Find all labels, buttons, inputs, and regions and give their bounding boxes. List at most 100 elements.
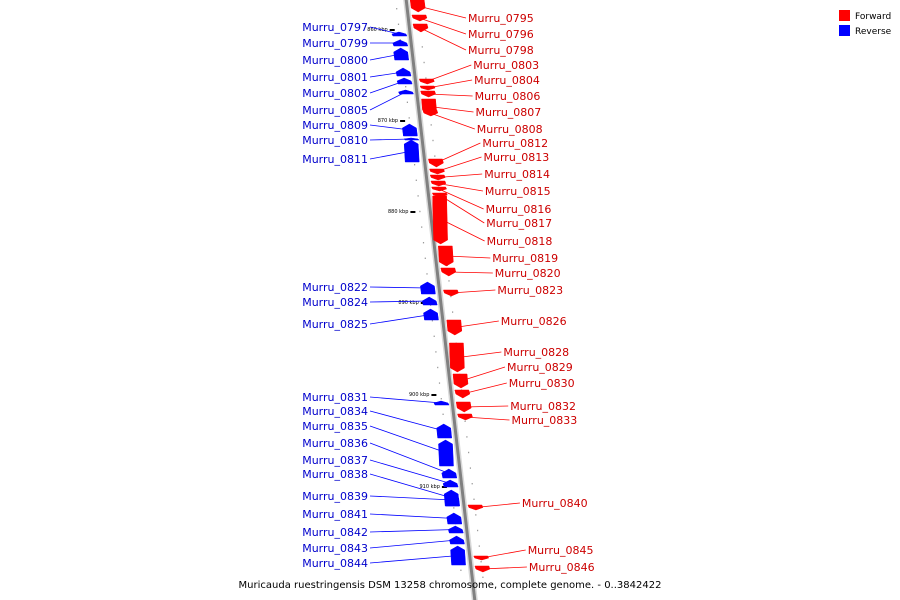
gene-label[interactable]: Murru_0839 xyxy=(302,490,368,503)
gene-label[interactable]: Murru_0818 xyxy=(487,235,553,248)
label-leader xyxy=(438,183,483,192)
label-leader xyxy=(369,314,432,325)
gene-label[interactable]: Murru_0801 xyxy=(302,71,368,84)
gene-label[interactable]: Murru_0831 xyxy=(302,391,368,404)
gene-label[interactable]: Murru_0800 xyxy=(302,54,368,67)
gene-feature[interactable] xyxy=(421,296,438,306)
gene-label[interactable]: Murru_0812 xyxy=(482,137,548,150)
tick-dot xyxy=(440,398,442,400)
gene-label[interactable]: Murru_0806 xyxy=(475,90,541,103)
gene-label[interactable]: Murru_0796 xyxy=(468,28,534,41)
label-leader xyxy=(369,26,400,35)
gene-label[interactable]: Murru_0808 xyxy=(477,123,543,136)
gene-label[interactable]: Murru_0824 xyxy=(302,296,368,309)
gene-label[interactable]: Murru_0844 xyxy=(302,557,368,570)
gene-feature[interactable] xyxy=(446,319,463,336)
tick-dot xyxy=(399,39,401,41)
tick-dot xyxy=(473,498,475,500)
gene-label[interactable]: Murru_0802 xyxy=(302,87,368,100)
gene-label[interactable]: Murru_0809 xyxy=(302,119,368,132)
gene-feature[interactable] xyxy=(448,525,464,534)
tick-dot xyxy=(406,101,408,103)
gene-label[interactable]: Murru_0817 xyxy=(486,217,552,230)
tick-dot xyxy=(433,335,435,337)
gene-label[interactable]: Murru_0840 xyxy=(522,497,588,510)
legend-forward-swatch xyxy=(839,10,850,21)
gene-label[interactable]: Murru_0833 xyxy=(512,414,578,427)
gene-label[interactable]: Murru_0835 xyxy=(302,420,368,433)
gene-feature[interactable] xyxy=(449,535,465,545)
gene-label[interactable]: Murru_0843 xyxy=(302,542,368,555)
gene-feature[interactable] xyxy=(392,39,409,47)
gene-label[interactable]: Murru_0841 xyxy=(302,508,368,521)
tick-dot xyxy=(471,483,473,485)
label-leader xyxy=(369,138,412,141)
gene-label[interactable]: Murru_0804 xyxy=(474,74,540,87)
gene-feature[interactable] xyxy=(442,479,459,488)
label-leader xyxy=(369,91,406,111)
gene-label[interactable]: Murru_0828 xyxy=(503,346,569,359)
gene-label[interactable]: Murru_0836 xyxy=(302,437,368,450)
tick-dot xyxy=(415,179,417,181)
gene-feature[interactable] xyxy=(409,0,426,13)
gene-feature[interactable] xyxy=(449,342,465,373)
gene-label[interactable]: Murru_0845 xyxy=(528,544,594,557)
scale-tick xyxy=(389,29,395,31)
tick-dot xyxy=(438,382,441,384)
gene-label[interactable]: Murru_0816 xyxy=(486,203,552,216)
gene-label[interactable]: Murru_0837 xyxy=(302,454,368,467)
gene-label[interactable]: Murru_0799 xyxy=(302,37,368,50)
label-leader xyxy=(438,188,484,210)
tick-dot xyxy=(405,86,407,88)
tick-dot xyxy=(482,576,484,578)
gene-label[interactable]: Murru_0811 xyxy=(302,153,368,166)
tick-dot xyxy=(419,210,421,213)
gene-feature[interactable] xyxy=(452,373,469,389)
label-leader xyxy=(475,502,520,508)
gene-label[interactable]: Murru_0807 xyxy=(476,106,542,119)
label-leader xyxy=(427,93,473,97)
label-leader xyxy=(369,286,429,289)
gene-feature[interactable] xyxy=(438,245,454,267)
gene-label[interactable]: Murru_0820 xyxy=(495,267,561,280)
gene-label[interactable]: Murru_0825 xyxy=(302,318,368,331)
gene-feature[interactable] xyxy=(432,195,448,245)
gene-feature[interactable] xyxy=(398,89,414,95)
scale-label: 890 kbp xyxy=(398,300,418,306)
gene-label[interactable]: Murru_0830 xyxy=(509,377,575,390)
gene-label[interactable]: Murru_0803 xyxy=(473,59,539,72)
gene-feature[interactable] xyxy=(433,400,450,406)
gene-label[interactable]: Murru_0822 xyxy=(302,281,368,294)
gene-label[interactable]: Murru_0805 xyxy=(302,104,368,117)
tick-dot xyxy=(421,226,423,228)
tick-dot xyxy=(396,8,398,10)
gene-label[interactable]: Murru_0810 xyxy=(302,134,368,147)
gene-label[interactable]: Murru_0826 xyxy=(501,315,567,328)
gene-label[interactable]: Murru_0823 xyxy=(497,284,563,297)
gene-label[interactable]: Murru_0832 xyxy=(510,400,576,413)
label-leader xyxy=(427,79,473,89)
gene-label[interactable]: Murru_0838 xyxy=(302,468,368,481)
gene-label[interactable]: Murru_0819 xyxy=(492,252,558,265)
scale-label: 860 kbp xyxy=(367,27,387,33)
gene-label[interactable]: Murru_0846 xyxy=(529,561,595,574)
gene-label[interactable]: Murru_0834 xyxy=(302,405,368,418)
gene-label[interactable]: Murru_0797 xyxy=(302,21,368,34)
tick-dot xyxy=(432,139,434,142)
label-leader xyxy=(369,555,459,564)
gene-label[interactable]: Murru_0813 xyxy=(484,151,550,164)
gene-label[interactable]: Murru_0798 xyxy=(468,44,534,57)
tick-dot xyxy=(431,320,433,322)
gene-label[interactable]: Murru_0829 xyxy=(507,361,573,374)
tick-dot xyxy=(421,46,423,48)
gene-label[interactable]: Murru_0814 xyxy=(484,168,550,181)
gene-label[interactable]: Murru_0815 xyxy=(485,185,551,198)
label-leader xyxy=(480,549,526,559)
scale-tick xyxy=(431,394,437,396)
legend-reverse-label: Reverse xyxy=(855,27,892,37)
gene-label[interactable]: Murru_0795 xyxy=(468,12,534,25)
label-leader xyxy=(369,410,445,432)
legend: Forward Reverse xyxy=(839,10,892,37)
gene-label[interactable]: Murru_0842 xyxy=(302,526,368,539)
label-leader xyxy=(450,289,496,294)
